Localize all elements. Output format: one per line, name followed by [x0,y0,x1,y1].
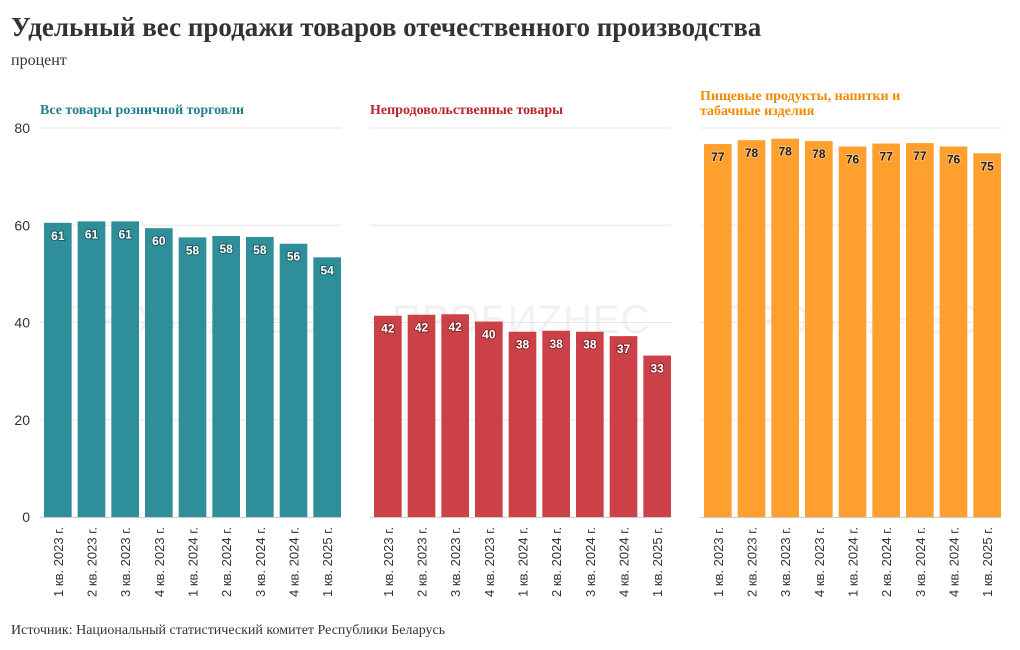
data-label: 76 [846,152,860,166]
panel-title: Пищевые продукты, напитки и табачные изде… [700,89,900,119]
bar [576,331,604,517]
bar [313,257,341,517]
chart-subtitle: процент [11,52,67,69]
bar [145,228,173,518]
x-tick-label: 1 кв. 2025 г. [320,527,335,597]
x-tick-label: 2 кв. 2024 г. [219,527,234,597]
x-tick-label: 4 кв. 2024 г. [947,527,962,597]
data-label: 78 [778,145,792,159]
x-tick-label: 3 кв. 2023 г. [448,527,463,597]
data-label: 77 [913,149,927,163]
data-label: 60 [152,234,166,248]
x-tick-label: 3 кв. 2023 г. [118,527,133,597]
bar [77,221,106,518]
x-tick-label: 3 кв. 2024 г. [253,527,268,597]
data-label: 75 [980,159,994,173]
x-tick-label: 3 кв. 2024 г. [913,527,928,597]
chart-panel-3: Пищевые продукты, напитки и табачные изде… [700,89,1001,597]
x-tick-label: 3 кв. 2023 г. [778,527,793,597]
chart-panel-2: Непродовольственные товары 42 1 кв. 2023 г… [370,103,671,597]
y-tick-label: 20 [14,412,30,428]
bar [906,143,934,518]
data-label: 38 [583,338,597,352]
bar [805,141,833,517]
data-label: 42 [415,321,429,335]
x-tick-label: 3 кв. 2024 г. [583,527,598,597]
bar [475,321,503,517]
data-label: 38 [516,338,530,352]
x-tick-label: 1 кв. 2024 г. [516,527,531,597]
bar [838,146,867,518]
bar [407,314,436,517]
panel-title: Непродовольственные товары [370,103,563,118]
bar [704,144,732,517]
bar [212,235,240,517]
chart-panel-1: 0 20 40 60 80 Все товары розничной торговли 61… [14,103,341,597]
bar [44,222,72,517]
data-label: 61 [118,227,132,241]
x-tick-label: 1 кв. 2024 г. [846,527,861,597]
bar [737,140,766,517]
data-label: 58 [253,243,267,257]
data-label: 77 [711,150,725,164]
data-label: 37 [617,342,631,356]
data-label: 40 [482,328,496,342]
x-tick-label: 1 кв. 2023 г. [381,527,396,597]
x-tick-label: 1 кв. 2023 г. [711,527,726,597]
source-note: Источник: Национальный статистический ко… [11,623,446,638]
x-tick-label: 2 кв. 2024 г. [879,527,894,597]
x-tick-label: 2 кв. 2024 г. [549,527,564,597]
data-label: 78 [812,147,826,161]
panel-title: Все товары розничной торговли [40,103,244,118]
x-tick-label: 4 кв. 2023 г. [152,527,167,597]
x-tick-label: 2 кв. 2023 г. [415,527,430,597]
bar [279,243,308,518]
y-tick-label: 60 [14,217,30,233]
bar [441,314,469,517]
y-tick-label: 80 [14,120,30,136]
bar [872,143,900,517]
data-label: 38 [549,337,563,351]
x-tick-label: 1 кв. 2023 г. [51,527,66,597]
data-label: 33 [650,362,664,376]
data-label: 76 [947,152,961,166]
x-tick-label: 2 кв. 2023 г. [745,527,760,597]
x-tick-label: 4 кв. 2023 г. [482,527,497,597]
bar [643,355,671,517]
x-tick-label: 4 кв. 2023 г. [812,527,827,597]
data-label: 42 [381,322,395,336]
data-label: 56 [287,250,301,264]
bar [542,330,570,517]
bar [374,315,402,517]
y-tick-label: 0 [22,509,30,525]
data-label: 58 [186,243,200,257]
bar [246,236,274,518]
data-label: 58 [219,242,233,256]
x-tick-label: 1 кв. 2024 г. [186,527,201,597]
bar [178,237,207,517]
data-label: 42 [448,320,462,334]
x-tick-label: 1 кв. 2025 г. [650,527,665,597]
data-label: 61 [51,229,65,243]
x-tick-label: 4 кв. 2024 г. [287,527,302,597]
bar [939,146,968,518]
data-label: 54 [320,263,334,277]
chart-title: Удельный вес продажи товаров отечественн… [11,12,762,42]
bar [609,336,638,517]
bar [508,331,537,517]
data-label: 61 [85,227,99,241]
bar [111,221,139,518]
data-label: 78 [745,146,759,160]
bar [771,138,799,517]
y-tick-label: 40 [14,315,30,331]
x-tick-label: 4 кв. 2024 г. [617,527,632,597]
bar [973,153,1001,517]
x-tick-label: 2 кв. 2023 г. [85,527,100,597]
data-label: 77 [879,150,893,164]
x-tick-label: 1 кв. 2025 г. [980,527,995,597]
